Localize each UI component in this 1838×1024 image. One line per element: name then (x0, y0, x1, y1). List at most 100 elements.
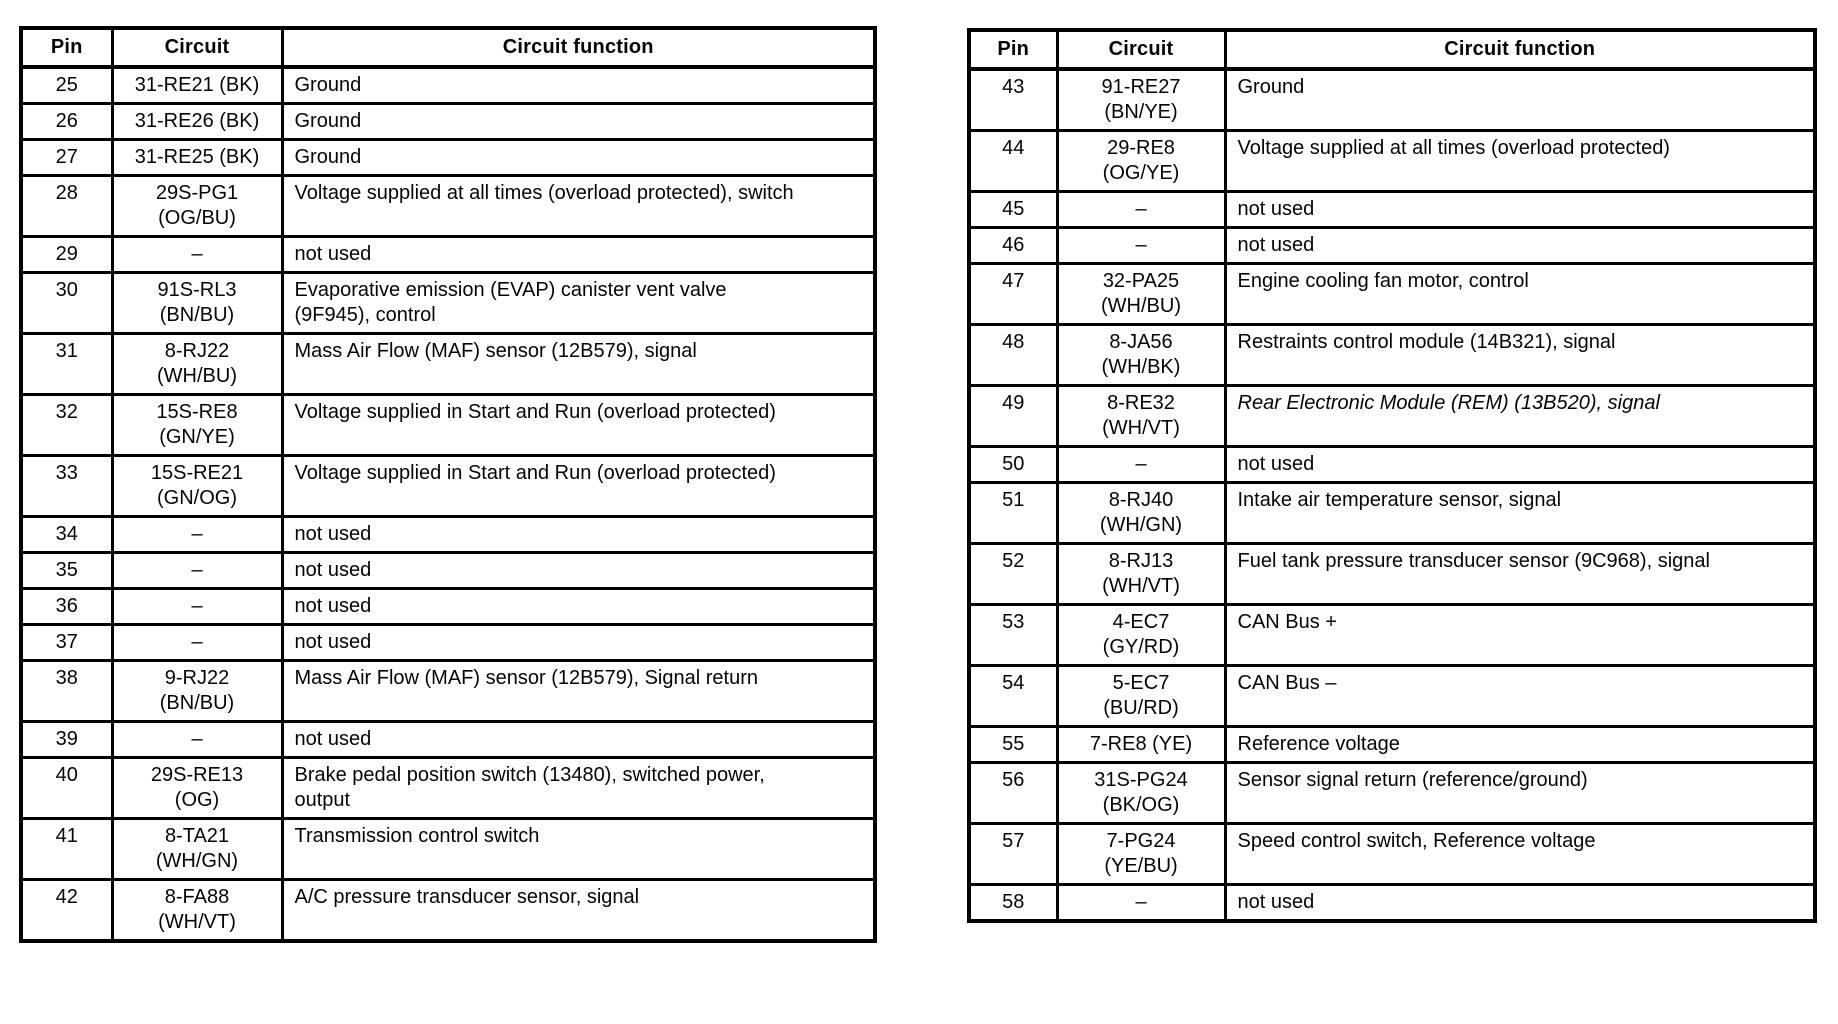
table-row: 36 – not used (19, 587, 877, 626)
pin-cell: 48 (967, 323, 1059, 387)
column-header-circuit-function: Circuit function (280, 26, 877, 69)
table-body: 43 91-RE27 (BN/YE) Ground 44 29-RE8 (OG/… (967, 67, 1817, 923)
circuit-cell: 91S-RL3 (BN/BU) (110, 271, 284, 335)
circuit-cell: 8-RJ40 (WH/GN) (1055, 481, 1227, 545)
circuit-cell: – (1055, 445, 1227, 484)
circuit-function-cell: not used (280, 720, 877, 759)
column-header-circuit: Circuit (1055, 28, 1227, 71)
table-row: 30 91S-RL3 (BN/BU) Evaporative emission … (19, 271, 877, 335)
pin-cell: 49 (967, 384, 1059, 448)
circuit-cell: 29-RE8 (OG/YE) (1055, 129, 1227, 193)
circuit-cell: – (110, 720, 284, 759)
table-row: 32 15S-RE8 (GN/YE) Voltage supplied in S… (19, 393, 877, 457)
pin-cell: 42 (19, 878, 114, 943)
pin-cell: 55 (967, 725, 1059, 764)
circuit-function-cell: not used (280, 587, 877, 626)
circuit-function-cell: Restraints control module (14B321), sign… (1223, 323, 1817, 387)
circuit-cell: 31-RE25 (BK) (110, 138, 284, 177)
circuit-function-cell: Evaporative emission (EVAP) canister ven… (280, 271, 877, 335)
circuit-function-cell: Engine cooling fan motor, control (1223, 262, 1817, 326)
circuit-function-cell: Voltage supplied in Start and Run (overl… (280, 454, 877, 518)
table-row: 50 – not used (967, 445, 1817, 484)
pin-cell: 46 (967, 226, 1059, 265)
table-row: 40 29S-RE13 (OG) Brake pedal position sw… (19, 756, 877, 820)
table-row: 42 8-FA88 (WH/VT) A/C pressure transduce… (19, 878, 877, 943)
pin-cell: 34 (19, 515, 114, 554)
circuit-function-cell: Ground (280, 102, 877, 141)
table-row: 43 91-RE27 (BN/YE) Ground (967, 67, 1817, 132)
circuit-function-cell: Reference voltage (1223, 725, 1817, 764)
table-row: 45 – not used (967, 190, 1817, 229)
circuit-cell: – (110, 623, 284, 662)
table-row: 53 4-EC7 (GY/RD) CAN Bus + (967, 603, 1817, 667)
circuit-cell: 31-RE21 (BK) (110, 65, 284, 105)
pin-cell: 27 (19, 138, 114, 177)
pinout-table-pins-25-42: Pin Circuit Circuit function 25 31-RE21 … (19, 26, 877, 943)
pin-cell: 57 (967, 822, 1059, 886)
pin-cell: 31 (19, 332, 114, 396)
circuit-cell: – (1055, 190, 1227, 229)
pin-cell: 56 (967, 761, 1059, 825)
circuit-function-cell: Voltage supplied at all times (overload … (1223, 129, 1817, 193)
circuit-cell: 5-EC7 (BU/RD) (1055, 664, 1227, 728)
circuit-function-cell: Mass Air Flow (MAF) sensor (12B579), Sig… (280, 659, 877, 723)
circuit-function-cell: not used (1223, 883, 1817, 923)
table-row: 35 – not used (19, 551, 877, 590)
circuit-cell: 8-FA88 (WH/VT) (110, 878, 284, 943)
circuit-function-cell: Ground (280, 65, 877, 105)
circuit-cell: 29S-RE13 (OG) (110, 756, 284, 820)
pin-cell: 43 (967, 67, 1059, 132)
table-row: 38 9-RJ22 (BN/BU) Mass Air Flow (MAF) se… (19, 659, 877, 723)
circuit-function-cell: not used (280, 515, 877, 554)
pin-cell: 39 (19, 720, 114, 759)
table-row: 47 32-PA25 (WH/BU) Engine cooling fan mo… (967, 262, 1817, 326)
table-row: 25 31-RE21 (BK) Ground (19, 65, 877, 105)
pin-cell: 30 (19, 271, 114, 335)
pin-cell: 45 (967, 190, 1059, 229)
table-row: 52 8-RJ13 (WH/VT) Fuel tank pressure tra… (967, 542, 1817, 606)
pin-cell: 53 (967, 603, 1059, 667)
table-row: 33 15S-RE21 (GN/OG) Voltage supplied in … (19, 454, 877, 518)
circuit-function-cell: Intake air temperature sensor, signal (1223, 481, 1817, 545)
table-row: 51 8-RJ40 (WH/GN) Intake air temperature… (967, 481, 1817, 545)
pin-cell: 35 (19, 551, 114, 590)
circuit-function-cell: Voltage supplied in Start and Run (overl… (280, 393, 877, 457)
table-row: 48 8-JA56 (WH/BK) Restraints control mod… (967, 323, 1817, 387)
circuit-function-cell: not used (1223, 190, 1817, 229)
pin-cell: 40 (19, 756, 114, 820)
pin-cell: 58 (967, 883, 1059, 923)
circuit-cell: 31S-PG24 (BK/OG) (1055, 761, 1227, 825)
circuit-cell: 15S-RE8 (GN/YE) (110, 393, 284, 457)
circuit-cell: 29S-PG1 (OG/BU) (110, 174, 284, 238)
circuit-function-cell: Ground (280, 138, 877, 177)
circuit-function-cell: not used (280, 551, 877, 590)
pin-cell: 26 (19, 102, 114, 141)
circuit-function-cell: not used (280, 235, 877, 274)
pin-cell: 36 (19, 587, 114, 626)
circuit-cell: 7-RE8 (YE) (1055, 725, 1227, 764)
circuit-cell: 8-RJ22 (WH/BU) (110, 332, 284, 396)
circuit-function-cell: Transmission control switch (280, 817, 877, 881)
pin-cell: 33 (19, 454, 114, 518)
table-header: Pin Circuit Circuit function (967, 28, 1817, 71)
pin-cell: 29 (19, 235, 114, 274)
table-row: 41 8-TA21 (WH/GN) Transmission control s… (19, 817, 877, 881)
circuit-cell: 8-TA21 (WH/GN) (110, 817, 284, 881)
table-row: 57 7-PG24 (YE/BU) Speed control switch, … (967, 822, 1817, 886)
pin-cell: 51 (967, 481, 1059, 545)
circuit-function-cell: not used (280, 623, 877, 662)
circuit-cell: 8-RE32 (WH/VT) (1055, 384, 1227, 448)
table-row: 26 31-RE26 (BK) Ground (19, 102, 877, 141)
circuit-function-cell: Rear Electronic Module (REM) (13B520), s… (1223, 384, 1817, 448)
table-row: 31 8-RJ22 (WH/BU) Mass Air Flow (MAF) se… (19, 332, 877, 396)
table-row: 37 – not used (19, 623, 877, 662)
circuit-function-cell: not used (1223, 226, 1817, 265)
circuit-function-cell: not used (1223, 445, 1817, 484)
table-row: 44 29-RE8 (OG/YE) Voltage supplied at al… (967, 129, 1817, 193)
table-row: 54 5-EC7 (BU/RD) CAN Bus – (967, 664, 1817, 728)
circuit-cell: – (1055, 883, 1227, 923)
circuit-cell: 8-JA56 (WH/BK) (1055, 323, 1227, 387)
pin-cell: 54 (967, 664, 1059, 728)
circuit-function-cell: Mass Air Flow (MAF) sensor (12B579), sig… (280, 332, 877, 396)
circuit-cell: 91-RE27 (BN/YE) (1055, 67, 1227, 132)
